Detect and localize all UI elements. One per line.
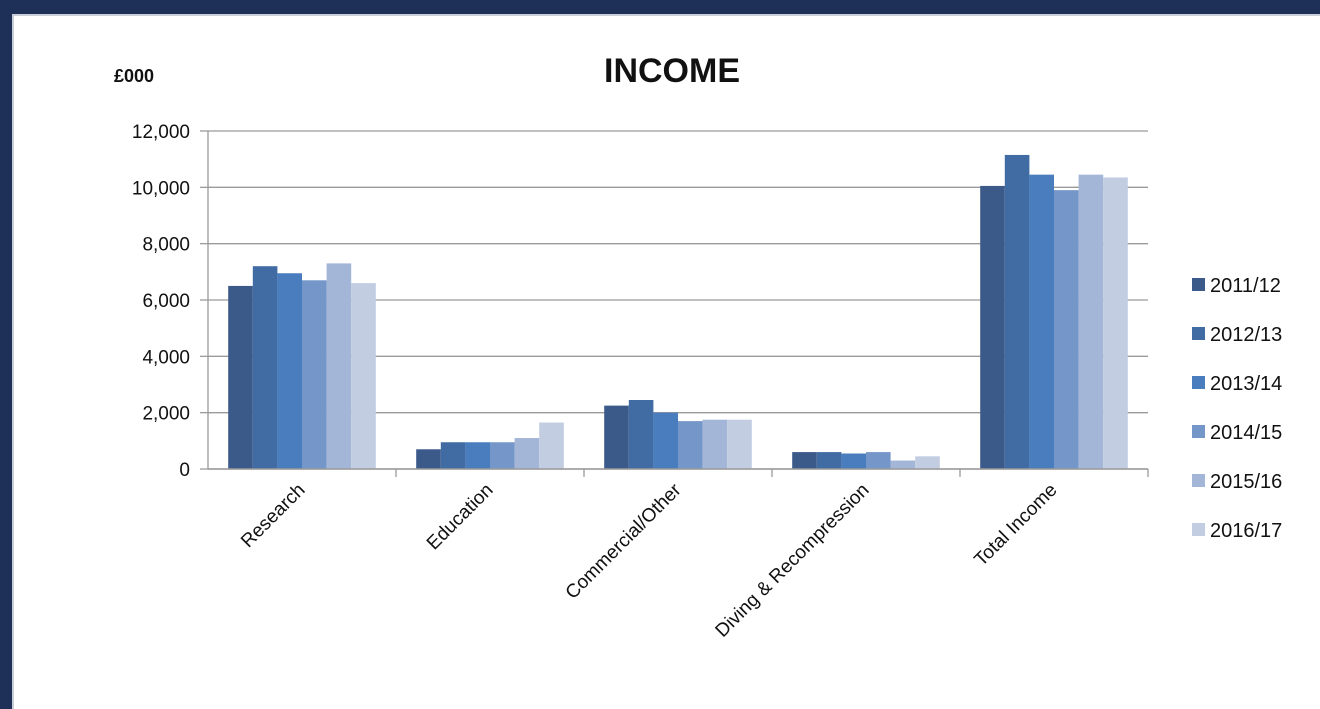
bar <box>302 280 327 469</box>
bar <box>539 422 564 469</box>
unit-label: £000 <box>114 66 154 86</box>
legend-label: 2015/16 <box>1210 471 1282 493</box>
y-tick-label: 0 <box>179 460 190 481</box>
legend-label: 2014/15 <box>1210 422 1282 444</box>
x-tick-label: Education <box>423 480 498 555</box>
bar <box>326 263 352 469</box>
bar <box>416 449 441 469</box>
bar <box>277 273 302 469</box>
bar <box>1054 190 1079 469</box>
y-tick-label: 12,000 <box>132 122 190 143</box>
legend: 2011/12 2012/13 2013/14 2014/15 2015/16 2016/… <box>1192 275 1282 542</box>
bar <box>980 185 1005 470</box>
legend-swatch <box>1192 278 1205 291</box>
bar <box>252 266 278 469</box>
bar <box>628 399 654 469</box>
bar <box>816 452 842 469</box>
x-axis: Research Education Commercial/Other Diving … <box>208 468 1149 642</box>
y-tick-label: 8,000 <box>142 235 190 256</box>
bar <box>653 412 678 469</box>
legend-swatch <box>1192 474 1205 487</box>
y-tick-label: 6,000 <box>142 291 190 312</box>
bar <box>465 442 490 469</box>
bar <box>440 442 466 469</box>
y-tick-label: 10,000 <box>132 178 190 199</box>
legend-label: 2011/12 <box>1210 275 1281 297</box>
legend-swatch <box>1192 327 1205 340</box>
bar <box>1078 174 1104 470</box>
bar <box>702 419 728 469</box>
bar <box>727 419 752 469</box>
bar <box>915 456 940 469</box>
bar <box>678 421 703 469</box>
bar <box>228 285 253 469</box>
legend-label: 2013/14 <box>1210 373 1282 395</box>
bar <box>1103 177 1128 469</box>
bar <box>841 453 866 469</box>
bars <box>228 154 1128 470</box>
legend-label: 2016/17 <box>1210 520 1282 542</box>
legend-swatch <box>1192 425 1205 438</box>
x-tick-label: Diving & Recompression <box>712 480 874 642</box>
legend-swatch <box>1192 523 1205 536</box>
y-axis: 0 2,000 4,000 6,000 8,000 10,000 12,000 <box>132 122 209 481</box>
bar <box>490 442 515 469</box>
bar <box>604 405 629 469</box>
y-tick-label: 2,000 <box>142 404 190 425</box>
bar <box>890 460 916 469</box>
chart-title: INCOME <box>604 52 740 90</box>
bar <box>1004 154 1030 470</box>
x-tick-label: Research <box>237 480 309 552</box>
x-tick-label: Total Income <box>971 480 1062 571</box>
legend-swatch <box>1192 376 1205 389</box>
bar <box>351 283 376 469</box>
bar <box>792 452 817 469</box>
x-tick-label: Commercial/Other <box>562 479 686 603</box>
bar <box>1029 174 1054 470</box>
bar <box>866 452 891 469</box>
bar <box>514 438 540 469</box>
y-tick-label: 4,000 <box>142 347 190 368</box>
legend-label: 2012/13 <box>1210 324 1282 346</box>
